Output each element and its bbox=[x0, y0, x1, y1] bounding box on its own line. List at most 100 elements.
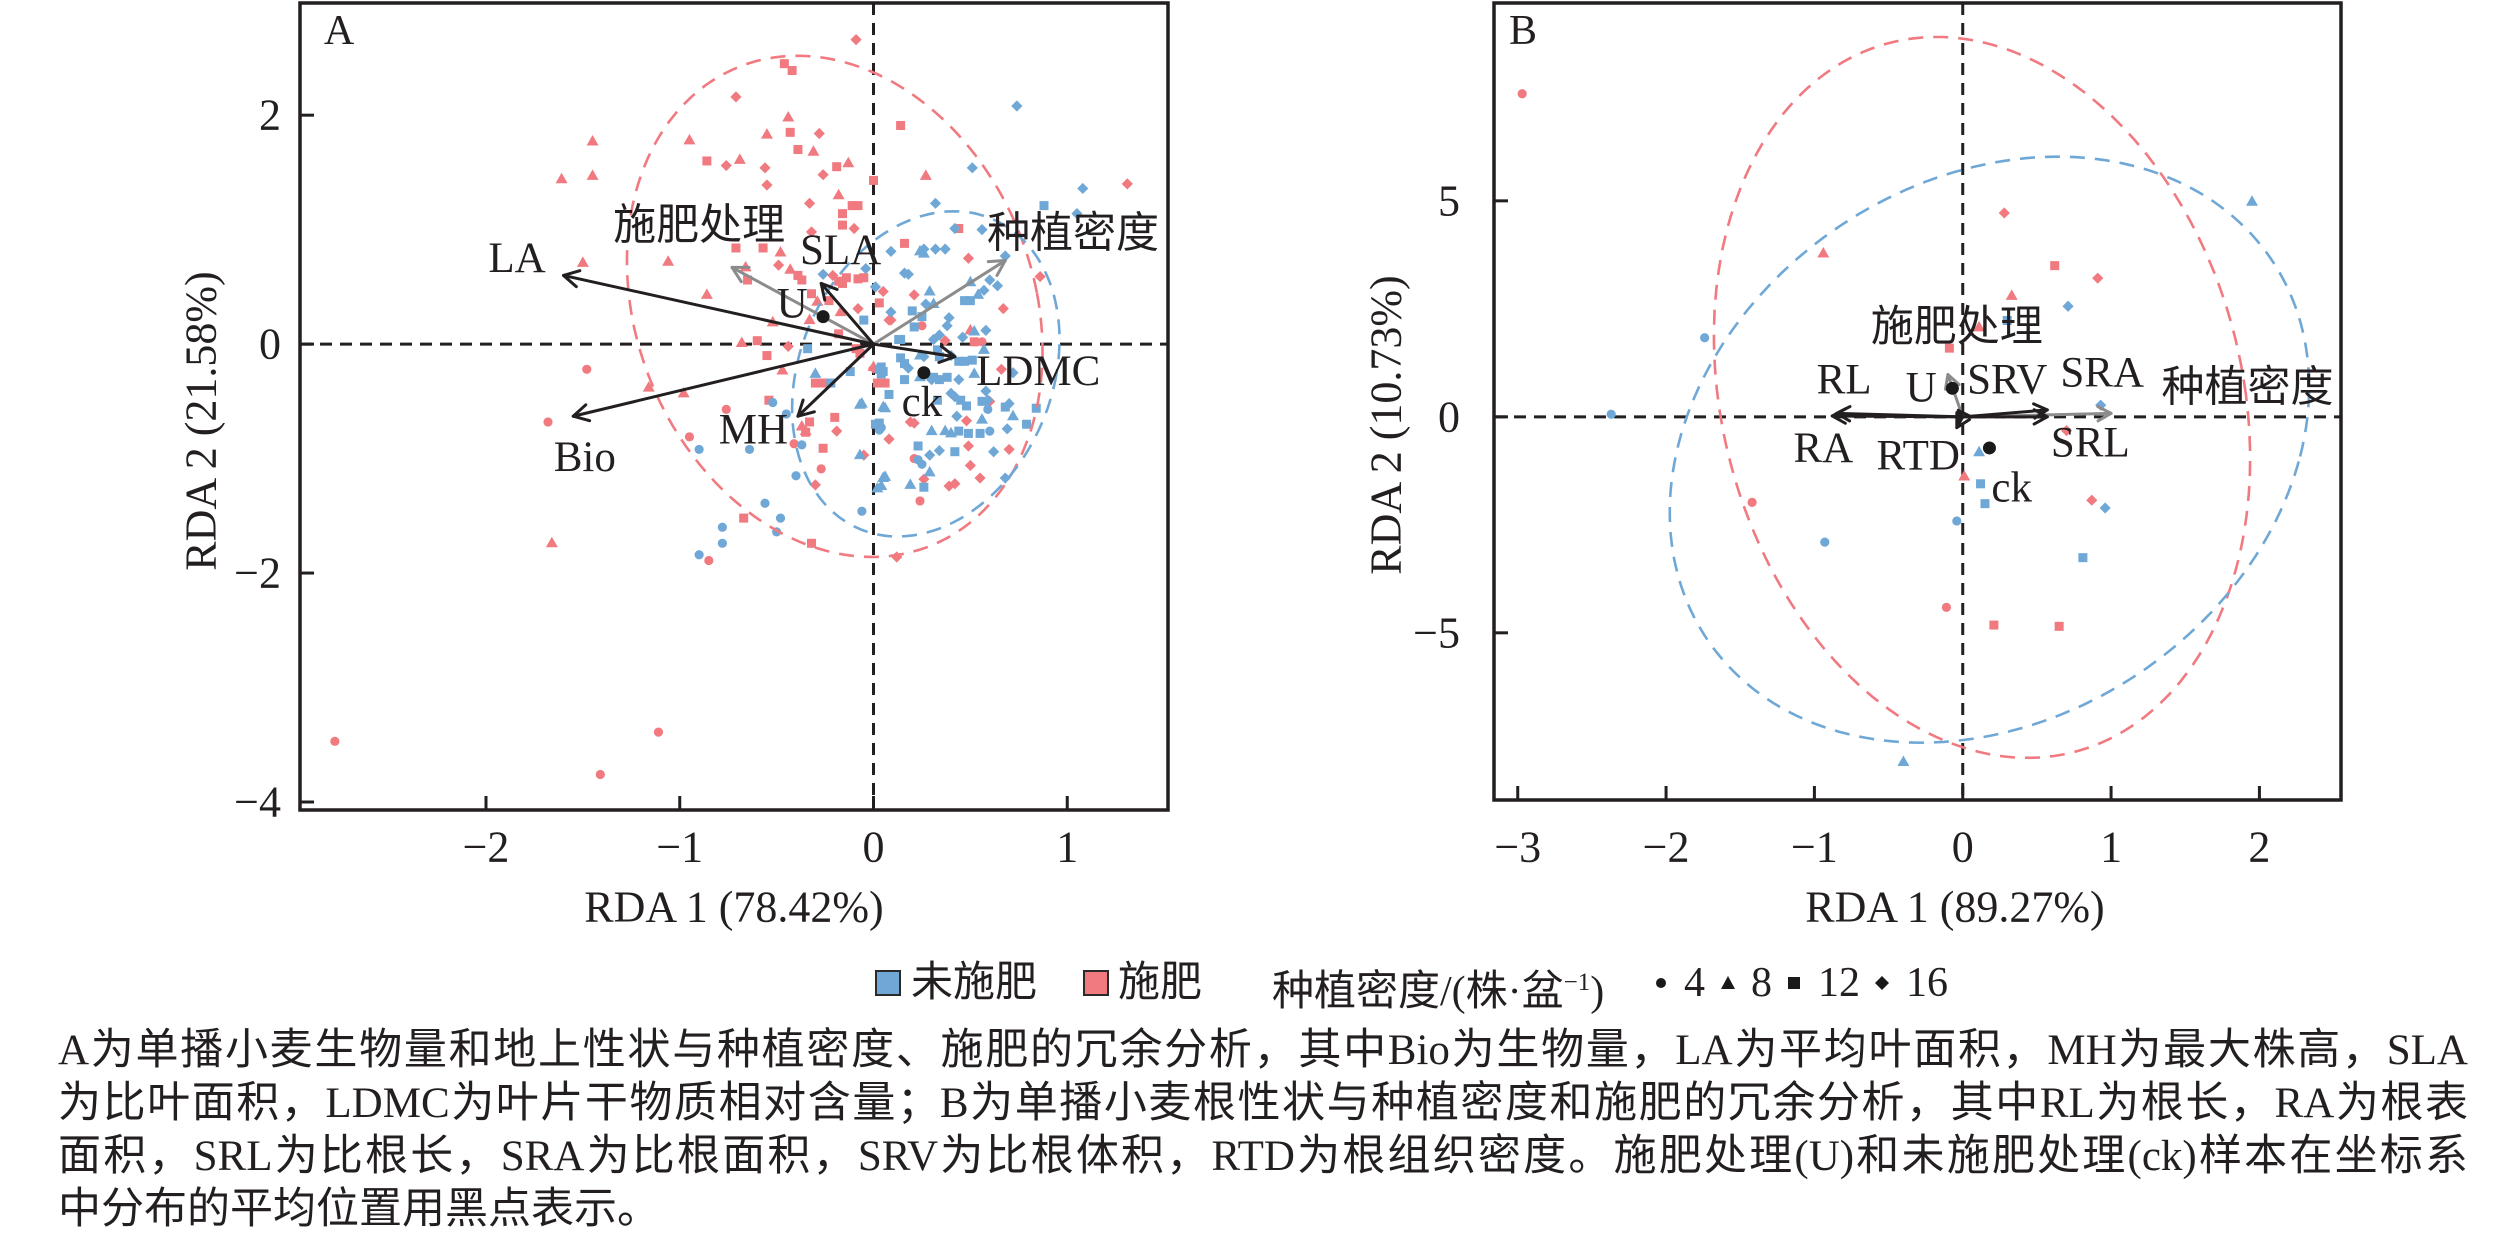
centroid-label: U bbox=[777, 281, 808, 328]
series-fertilized bbox=[330, 34, 1133, 780]
point-unfertilized-density-4 bbox=[1700, 333, 1710, 343]
point-fertilized-density-12 bbox=[2050, 261, 2060, 271]
point-unfertilized-density-16 bbox=[1071, 208, 1083, 220]
point-unfertilized-density-12 bbox=[884, 389, 894, 399]
response-arrow-label: SLA bbox=[800, 227, 881, 274]
point-fertilized-density-12 bbox=[1989, 620, 1999, 630]
legend-density-value: 8 bbox=[1751, 960, 1772, 1006]
point-fertilized-density-16 bbox=[827, 269, 839, 282]
explanatory-arrow-label: 种植密度 bbox=[2162, 363, 2334, 411]
centroid-marker-U bbox=[816, 310, 830, 324]
point-fertilized-density-8 bbox=[842, 156, 855, 168]
y-tick-label: −2 bbox=[234, 549, 281, 598]
y-tick-label: 0 bbox=[1438, 392, 1460, 441]
legend-density-title: 种植密度/(株·盆−1) bbox=[1272, 956, 1604, 1015]
point-unfertilized-density-16 bbox=[999, 472, 1011, 484]
point-fertilized-density-4 bbox=[330, 736, 340, 746]
point-fertilized-density-12 bbox=[834, 329, 844, 339]
point-unfertilized-density-4 bbox=[694, 550, 704, 560]
legend-density-value: 12 bbox=[1818, 960, 1860, 1006]
point-unfertilized-density-16 bbox=[885, 245, 897, 257]
legend-density-title-exponent: −1 bbox=[1563, 969, 1591, 996]
centroid-marker-U bbox=[1945, 381, 1959, 395]
point-unfertilized-density-12 bbox=[934, 375, 944, 385]
point-fertilized-density-12 bbox=[743, 275, 753, 285]
response-arrow bbox=[819, 281, 875, 346]
explanatory-arrow-label: 施肥处理 bbox=[613, 203, 785, 250]
legend-density-value: 4 bbox=[1684, 960, 1705, 1006]
arrow-shaft bbox=[562, 273, 875, 346]
point-unfertilized-density-16 bbox=[898, 267, 911, 279]
explanatory-arrow bbox=[730, 265, 875, 346]
point-fertilized-density-8 bbox=[1958, 469, 1971, 481]
point-fertilized-density-12 bbox=[739, 513, 749, 523]
point-fertilized-density-12 bbox=[838, 220, 847, 230]
y-axis-title: RDA 2 (10.73%) bbox=[1362, 275, 1411, 574]
point-unfertilized-density-16 bbox=[984, 274, 996, 286]
point-fertilized-density-16 bbox=[805, 226, 818, 238]
point-fertilized-density-4 bbox=[653, 727, 664, 737]
point-unfertilized-density-16 bbox=[966, 162, 978, 174]
x-tick-label: −3 bbox=[1494, 823, 1541, 872]
point-unfertilized-density-12 bbox=[932, 395, 942, 405]
arrow-head-icon bbox=[2096, 404, 2113, 423]
point-unfertilized-density-4 bbox=[983, 404, 993, 414]
point-fertilized-density-16 bbox=[852, 303, 864, 315]
point-unfertilized-density-12 bbox=[934, 352, 944, 362]
response-arrow bbox=[571, 342, 875, 423]
point-unfertilized-density-4 bbox=[917, 459, 927, 469]
point-unfertilized-density-8 bbox=[871, 481, 884, 493]
point-fertilized-density-16 bbox=[761, 179, 773, 191]
point-unfertilized-density-12 bbox=[975, 428, 985, 438]
point-unfertilized-density-16 bbox=[980, 324, 992, 336]
point-unfertilized-density-12 bbox=[954, 356, 964, 366]
x-tick-label: 0 bbox=[1952, 823, 1974, 872]
arrow-head-icon bbox=[937, 344, 957, 364]
point-fertilized-density-4 bbox=[977, 337, 987, 347]
point-unfertilized-density-8 bbox=[1973, 445, 1986, 457]
arrow-head-icon bbox=[1830, 407, 1847, 425]
arrow-shaft bbox=[571, 342, 875, 418]
y-tick-label: 0 bbox=[259, 320, 281, 369]
point-unfertilized-density-12 bbox=[1980, 499, 1990, 509]
point-fertilized-density-16 bbox=[782, 340, 794, 353]
point-fertilized-density-12 bbox=[847, 201, 857, 211]
x-axis-title: RDA 1 (78.42%) bbox=[584, 883, 883, 932]
response-arrow bbox=[562, 269, 875, 346]
point-unfertilized-density-8 bbox=[977, 343, 990, 354]
point-fertilized-density-12 bbox=[853, 201, 863, 211]
x-axis-title: RDA 1 (89.27%) bbox=[1805, 883, 2104, 932]
x-tick-label: 1 bbox=[1056, 823, 1078, 872]
point-unfertilized-density-8 bbox=[2245, 195, 2258, 206]
panel-label: B bbox=[1509, 8, 1537, 54]
response-arrow bbox=[1961, 408, 2049, 426]
series-fertilized bbox=[1517, 89, 2104, 631]
point-unfertilized-density-12 bbox=[1976, 479, 1986, 489]
legend-label-unfertilized: 未施肥 bbox=[911, 960, 1038, 1006]
point-fertilized-density-4 bbox=[595, 769, 605, 780]
arrow-head-icon bbox=[1956, 408, 1974, 427]
centroid-marker-ck bbox=[917, 366, 931, 380]
point-fertilized-density-8 bbox=[733, 153, 746, 164]
response-arrow-label: SRV bbox=[1967, 357, 2047, 404]
point-unfertilized-density-4 bbox=[876, 423, 886, 433]
legend-density-value: 16 bbox=[1906, 960, 1948, 1006]
point-fertilized-density-16 bbox=[2060, 425, 2073, 437]
point-unfertilized-density-16 bbox=[860, 262, 872, 275]
point-fertilized-density-8 bbox=[662, 255, 675, 266]
point-unfertilized-density-12 bbox=[960, 356, 970, 366]
arrow-head-icon bbox=[562, 269, 582, 289]
point-unfertilized-density-4 bbox=[791, 471, 801, 481]
x-tick-label: −2 bbox=[463, 823, 510, 872]
point-unfertilized-density-12 bbox=[913, 441, 923, 451]
arrow-head-icon bbox=[2032, 408, 2049, 426]
point-unfertilized-density-16 bbox=[920, 298, 932, 310]
point-unfertilized-density-8 bbox=[914, 244, 926, 256]
point-unfertilized-density-8 bbox=[945, 426, 957, 438]
y-tick-label: −4 bbox=[234, 777, 281, 826]
point-fertilized-density-8 bbox=[683, 133, 696, 145]
caption-line: A为单播小麦生物量和地上性状与种植密度、施肥的冗余分析，其中Bio为生物量，LA… bbox=[58, 1027, 2468, 1074]
point-unfertilized-density-8 bbox=[853, 448, 866, 460]
confidence-ellipse-unfertilized bbox=[1668, 155, 2311, 745]
point-unfertilized-density-12 bbox=[954, 426, 964, 436]
